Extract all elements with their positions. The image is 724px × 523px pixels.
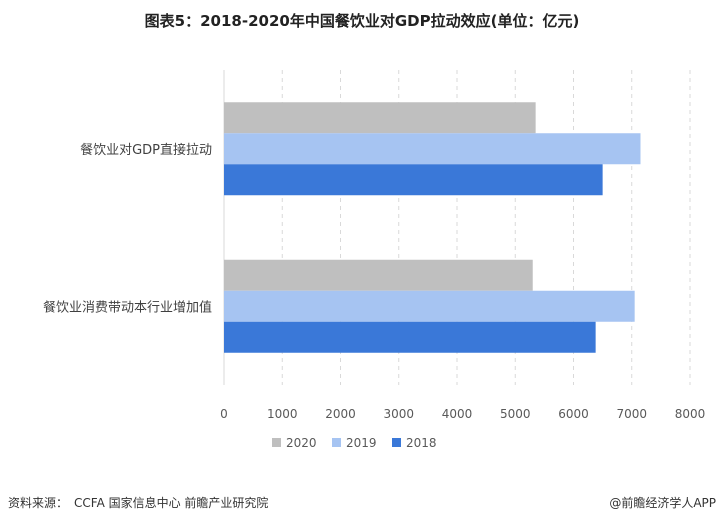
- source-label: 资料来源：: [8, 496, 69, 510]
- legend-swatch: [272, 438, 281, 447]
- source-line: 资料来源： CCFA 国家信息中心 前瞻产业研究院: [8, 494, 268, 511]
- legend-swatch: [392, 438, 401, 447]
- x-tick-label: 3000: [383, 407, 414, 421]
- footer: 资料来源： CCFA 国家信息中心 前瞻产业研究院 @前瞻经济学人APP: [8, 494, 716, 511]
- x-tick-label: 2000: [325, 407, 356, 421]
- category-label: 餐饮业消费带动本行业增加值: [43, 299, 212, 315]
- bar-2020: [224, 102, 536, 134]
- brand-credit: @前瞻经济学人APP: [609, 496, 716, 510]
- bar-chart: 0 1000 2000 3000 4000 5000 6000 7000 8000 餐饮业对GDP…: [43, 70, 706, 450]
- source-text: CCFA 国家信息中心 前瞻产业研究院: [74, 496, 269, 510]
- legend-swatch: [332, 438, 341, 447]
- category-label: 餐饮业对GDP直接拉动: [80, 142, 212, 158]
- chart-title: 图表5：2018-2020年中国餐饮业对GDP拉动效应(单位：亿元): [144, 12, 580, 30]
- x-tick-label: 6000: [558, 407, 589, 421]
- bar-2019: [224, 133, 641, 165]
- x-tick-label: 5000: [500, 407, 531, 421]
- legend-label: 2018: [406, 436, 437, 450]
- bar-2019: [224, 290, 635, 322]
- x-tick-label: 4000: [442, 407, 473, 421]
- legend-label: 2019: [346, 436, 377, 450]
- x-tick-label: 7000: [616, 407, 647, 421]
- x-tick-label: 1000: [267, 407, 298, 421]
- legend-label: 2020: [286, 436, 317, 450]
- x-tick-label: 8000: [675, 407, 706, 421]
- x-tick-label: 0: [220, 407, 228, 421]
- bar-2020: [224, 259, 533, 291]
- bar-2018: [224, 164, 603, 196]
- bar-2018: [224, 321, 596, 353]
